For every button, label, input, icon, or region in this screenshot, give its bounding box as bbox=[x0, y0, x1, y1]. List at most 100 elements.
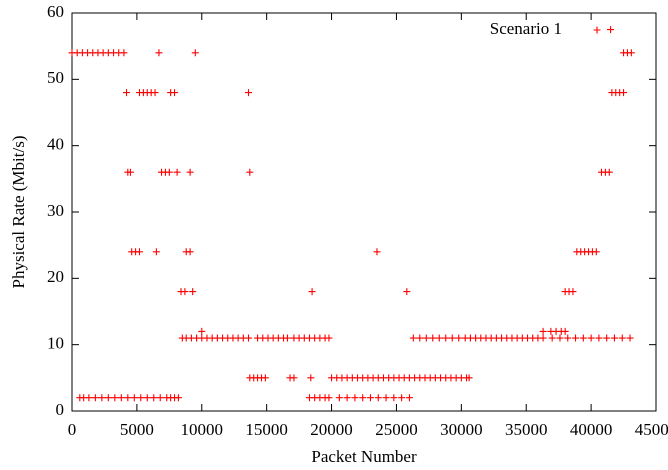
point bbox=[366, 394, 374, 402]
point bbox=[189, 288, 197, 296]
point bbox=[448, 334, 456, 342]
point bbox=[137, 394, 145, 402]
point bbox=[435, 334, 443, 342]
x-tick-label: 15000 bbox=[245, 420, 288, 439]
point bbox=[143, 394, 151, 402]
point bbox=[261, 374, 269, 382]
point bbox=[382, 394, 390, 402]
point bbox=[405, 394, 413, 402]
x-tick-label: 30000 bbox=[440, 420, 483, 439]
point bbox=[308, 288, 316, 296]
point bbox=[117, 394, 125, 402]
point bbox=[416, 334, 424, 342]
legend-marker bbox=[593, 26, 601, 34]
point bbox=[607, 26, 615, 34]
x-tick-label: 5000 bbox=[120, 420, 154, 439]
point bbox=[442, 334, 450, 342]
point bbox=[198, 327, 206, 335]
point bbox=[152, 248, 160, 256]
point bbox=[124, 394, 132, 402]
point bbox=[603, 334, 611, 342]
point bbox=[120, 49, 128, 57]
point bbox=[191, 49, 199, 57]
point bbox=[548, 334, 556, 342]
point bbox=[130, 394, 138, 402]
y-tick-label: 50 bbox=[47, 68, 64, 87]
point bbox=[246, 168, 254, 176]
point bbox=[403, 288, 411, 296]
point bbox=[359, 394, 367, 402]
point bbox=[135, 248, 143, 256]
y-tick-label: 10 bbox=[47, 334, 64, 353]
point bbox=[186, 248, 194, 256]
point bbox=[186, 168, 194, 176]
point bbox=[165, 168, 173, 176]
y-tick-label: 0 bbox=[56, 400, 65, 419]
point bbox=[174, 394, 182, 402]
point bbox=[290, 374, 298, 382]
point bbox=[335, 394, 343, 402]
x-tick-label: 25000 bbox=[375, 420, 418, 439]
x-tick-label: 35000 bbox=[505, 420, 548, 439]
point bbox=[171, 89, 179, 97]
point bbox=[126, 168, 134, 176]
point bbox=[156, 394, 164, 402]
point bbox=[587, 334, 595, 342]
x-axis-label: Packet Number bbox=[311, 447, 417, 466]
y-axis-label: Physical Rate (Mbit/s) bbox=[9, 136, 28, 289]
point bbox=[85, 394, 93, 402]
point bbox=[283, 334, 291, 342]
point bbox=[373, 248, 381, 256]
point bbox=[325, 394, 333, 402]
point bbox=[595, 334, 603, 342]
y-tick-label: 20 bbox=[47, 267, 64, 286]
y-tick-label: 60 bbox=[47, 2, 64, 21]
point bbox=[556, 334, 564, 342]
point bbox=[455, 334, 463, 342]
point bbox=[104, 394, 112, 402]
point bbox=[111, 394, 119, 402]
point bbox=[429, 334, 437, 342]
plot-frame bbox=[71, 12, 657, 412]
point bbox=[351, 394, 359, 402]
point bbox=[422, 334, 430, 342]
point bbox=[465, 374, 473, 382]
point bbox=[307, 374, 315, 382]
point bbox=[610, 334, 618, 342]
x-tick-label: 40000 bbox=[570, 420, 613, 439]
point bbox=[244, 334, 252, 342]
y-tick-label: 40 bbox=[47, 135, 64, 154]
point bbox=[539, 327, 547, 335]
point bbox=[627, 49, 635, 57]
x-tick-label: 10000 bbox=[181, 420, 224, 439]
point bbox=[618, 334, 626, 342]
point bbox=[539, 334, 547, 342]
y-tick-label: 30 bbox=[47, 201, 64, 220]
point bbox=[569, 288, 577, 296]
point bbox=[173, 168, 181, 176]
point bbox=[98, 394, 106, 402]
point bbox=[390, 394, 398, 402]
point bbox=[374, 394, 382, 402]
point bbox=[572, 334, 580, 342]
point bbox=[91, 394, 99, 402]
legend-label: Scenario 1 bbox=[490, 19, 562, 38]
point bbox=[409, 334, 417, 342]
point bbox=[150, 394, 158, 402]
point bbox=[181, 288, 189, 296]
point bbox=[605, 168, 613, 176]
point bbox=[626, 334, 634, 342]
x-tick-label: 0 bbox=[68, 420, 77, 439]
point bbox=[343, 394, 351, 402]
point bbox=[155, 49, 163, 57]
point bbox=[325, 334, 333, 342]
point bbox=[151, 89, 159, 97]
point bbox=[398, 394, 406, 402]
point bbox=[244, 89, 252, 97]
point bbox=[620, 89, 628, 97]
point bbox=[561, 327, 569, 335]
point bbox=[123, 89, 131, 97]
